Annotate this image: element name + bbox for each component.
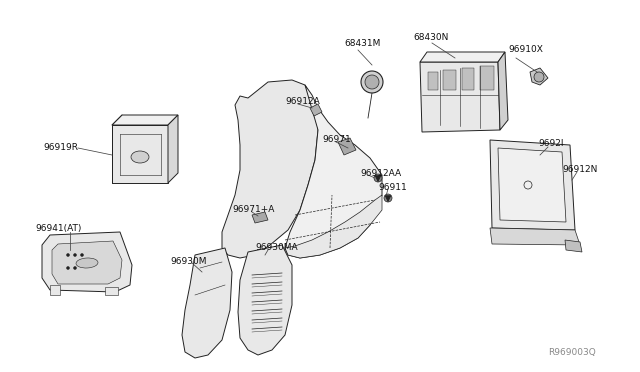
Text: 96911: 96911 bbox=[378, 183, 407, 192]
Circle shape bbox=[384, 194, 392, 202]
Polygon shape bbox=[565, 240, 582, 252]
Text: 96912AA: 96912AA bbox=[360, 169, 401, 177]
Text: 96971+A: 96971+A bbox=[232, 205, 275, 215]
Polygon shape bbox=[105, 287, 118, 295]
Circle shape bbox=[374, 174, 382, 182]
Polygon shape bbox=[285, 85, 382, 258]
Polygon shape bbox=[480, 66, 494, 90]
Text: 96930M: 96930M bbox=[170, 257, 207, 266]
Text: R969003Q: R969003Q bbox=[548, 347, 596, 356]
Polygon shape bbox=[112, 125, 168, 183]
Ellipse shape bbox=[131, 151, 149, 163]
Polygon shape bbox=[530, 68, 548, 85]
Polygon shape bbox=[462, 68, 474, 90]
Polygon shape bbox=[168, 115, 178, 183]
Circle shape bbox=[67, 253, 70, 257]
Polygon shape bbox=[420, 52, 505, 62]
Polygon shape bbox=[490, 140, 575, 230]
Polygon shape bbox=[498, 148, 566, 222]
Polygon shape bbox=[420, 62, 500, 132]
Polygon shape bbox=[112, 115, 178, 125]
Polygon shape bbox=[50, 285, 60, 295]
Text: 96971: 96971 bbox=[322, 135, 351, 144]
Polygon shape bbox=[490, 228, 580, 245]
Text: 96919R: 96919R bbox=[43, 144, 78, 153]
Polygon shape bbox=[310, 104, 322, 116]
Polygon shape bbox=[338, 138, 356, 155]
Text: 96910X: 96910X bbox=[508, 45, 543, 55]
Circle shape bbox=[67, 266, 70, 269]
Text: 68430N: 68430N bbox=[413, 32, 449, 42]
Circle shape bbox=[534, 72, 544, 82]
Polygon shape bbox=[52, 241, 122, 284]
Polygon shape bbox=[498, 52, 508, 130]
Text: 9692I: 9692I bbox=[538, 138, 563, 148]
Polygon shape bbox=[222, 80, 318, 258]
Circle shape bbox=[81, 253, 83, 257]
Text: 96912N: 96912N bbox=[562, 166, 597, 174]
Circle shape bbox=[74, 266, 77, 269]
Text: 96941(AT): 96941(AT) bbox=[35, 224, 81, 232]
Circle shape bbox=[74, 253, 77, 257]
Text: 96930MA: 96930MA bbox=[255, 244, 298, 253]
Text: 96912A: 96912A bbox=[285, 97, 320, 106]
Polygon shape bbox=[428, 72, 438, 90]
Polygon shape bbox=[238, 245, 292, 355]
Polygon shape bbox=[443, 70, 456, 90]
Polygon shape bbox=[285, 195, 382, 258]
Polygon shape bbox=[182, 248, 232, 358]
Circle shape bbox=[365, 75, 379, 89]
Text: 68431M: 68431M bbox=[344, 39, 380, 48]
Circle shape bbox=[361, 71, 383, 93]
Polygon shape bbox=[42, 232, 132, 292]
Polygon shape bbox=[252, 212, 268, 223]
Ellipse shape bbox=[76, 258, 98, 268]
